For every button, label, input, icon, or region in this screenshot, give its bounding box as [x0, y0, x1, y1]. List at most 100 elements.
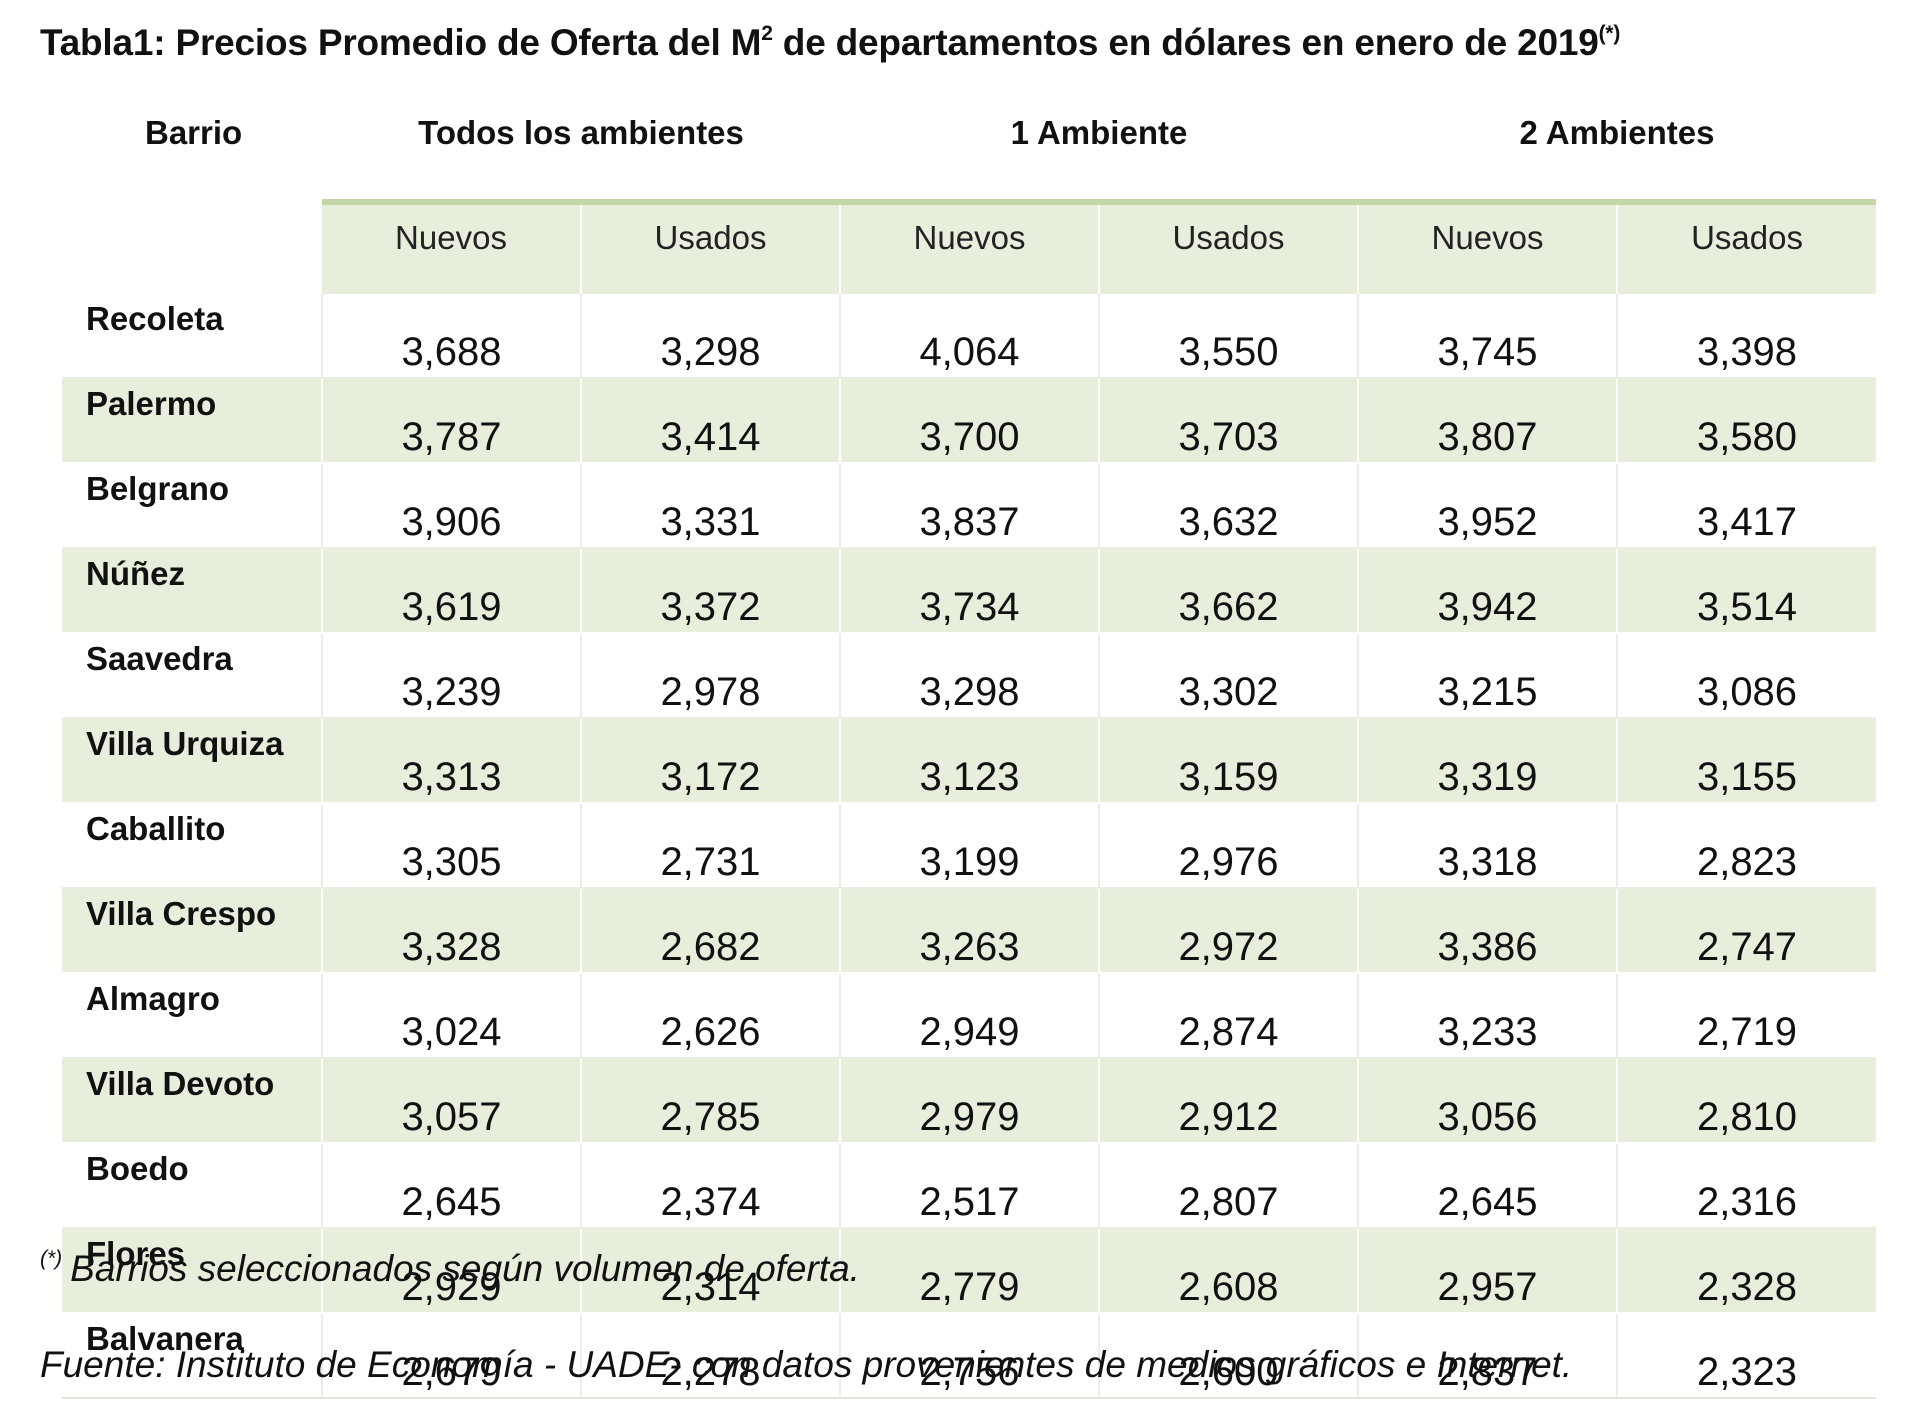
price-cell: 3,745 [1357, 294, 1617, 379]
price-cell: 2,957 [1357, 1228, 1617, 1314]
price-cell: 3,024 [321, 973, 581, 1059]
price-cell: 2,316 [1615, 1143, 1877, 1229]
price-table: Barrio Todos los ambientes 1 Ambiente 2 … [62, 100, 1877, 1399]
price-cell: 3,414 [580, 378, 840, 464]
price-cell: 3,086 [1615, 633, 1877, 719]
price-cell: 2,608 [1098, 1228, 1358, 1314]
barrio-cell: Villa Crespo [62, 888, 322, 974]
table-row: Núñez 3,619 3,372 3,734 3,662 3,942 3,514 [62, 548, 1877, 634]
subheader-blank [62, 202, 322, 294]
price-cell: 3,906 [321, 463, 581, 549]
price-cell: 3,319 [1357, 718, 1617, 804]
table-row: Almagro 3,024 2,626 2,949 2,874 3,233 2,719 [62, 973, 1877, 1059]
price-cell: 2,949 [839, 973, 1099, 1059]
barrio-cell: Saavedra [62, 633, 322, 719]
price-cell: 3,688 [321, 294, 581, 379]
table-row: Caballito 3,305 2,731 3,199 2,976 3,318 2,823 [62, 803, 1877, 889]
table-row: Villa Devoto 3,057 2,785 2,979 2,912 3,056 2,8… [62, 1058, 1877, 1144]
barrio-cell: Caballito [62, 803, 322, 889]
price-cell: 2,374 [580, 1143, 840, 1229]
barrio-cell: Flores [62, 1228, 322, 1314]
group-header-2-ambientes: 2 Ambientes [1519, 114, 1715, 151]
barrio-cell: Palermo [62, 378, 322, 464]
price-cell: 2,679 [321, 1313, 581, 1399]
price-cell: 3,302 [1098, 633, 1358, 719]
price-cell: 2,807 [1098, 1143, 1358, 1229]
table-title: Tabla1: Precios Promedio de Oferta del M… [40, 22, 1620, 64]
footnote-text: Barrios seleccionados según volumen de o… [70, 1248, 860, 1289]
table-row: Balvanera 2,679 2,278 2,756 2,600 2,837 2,323 [62, 1313, 1877, 1399]
price-cell: 3,215 [1357, 633, 1617, 719]
price-cell: 2,756 [839, 1313, 1099, 1399]
table-row: Palermo 3,787 3,414 3,700 3,703 3,807 3,580 [62, 378, 1877, 464]
price-cell: 3,386 [1357, 888, 1617, 974]
price-cell: 3,305 [321, 803, 581, 889]
price-cell: 3,619 [321, 548, 581, 634]
price-cell: 2,976 [1098, 803, 1358, 889]
price-cell: 3,580 [1615, 378, 1877, 464]
table-body: Recoleta 3,688 3,298 4,064 3,550 3,745 3,398 Pa… [62, 294, 1877, 1399]
barrio-cell: Núñez [62, 548, 322, 634]
price-cell: 2,823 [1615, 803, 1877, 889]
price-cell: 2,779 [839, 1228, 1099, 1314]
group-header-1-ambiente: 1 Ambiente [1010, 114, 1188, 151]
price-cell: 3,331 [580, 463, 840, 549]
price-cell: 2,278 [580, 1313, 840, 1399]
title-superscript: 2 [761, 21, 773, 45]
price-cell: 3,417 [1615, 463, 1877, 549]
price-cell: 2,837 [1357, 1313, 1617, 1399]
table-row: Belgrano 3,906 3,331 3,837 3,632 3,952 3,417 [62, 463, 1877, 549]
table-row: Villa Crespo 3,328 2,682 3,263 2,972 3,386 2,7… [62, 888, 1877, 974]
price-cell: 3,056 [1357, 1058, 1617, 1144]
table-row: Villa Urquiza 3,313 3,172 3,123 3,159 3,319 3,… [62, 718, 1877, 804]
table-row: Flores 2,929 2,314 2,779 2,608 2,957 2,328 [62, 1228, 1877, 1314]
subheader-usados: Usados [1098, 199, 1358, 294]
price-cell: 2,731 [580, 803, 840, 889]
price-cell: 2,972 [1098, 888, 1358, 974]
price-cell: 4,064 [839, 294, 1099, 379]
price-cell: 3,263 [839, 888, 1099, 974]
price-cell: 2,785 [580, 1058, 840, 1144]
price-cell: 2,626 [580, 973, 840, 1059]
price-cell: 3,662 [1098, 548, 1358, 634]
price-cell: 2,323 [1615, 1313, 1877, 1399]
barrio-cell: Boedo [62, 1143, 322, 1229]
barrio-cell: Belgrano [62, 463, 322, 549]
price-cell: 3,952 [1357, 463, 1617, 549]
table-row: Boedo 2,645 2,374 2,517 2,807 2,645 2,316 [62, 1143, 1877, 1229]
footnote: (*) Barrios seleccionados según volumen d… [40, 1247, 860, 1290]
price-cell: 3,700 [839, 378, 1099, 464]
source-note: Fuente: Instituto de Economía - UADE- co… [40, 1344, 1573, 1385]
barrio-cell: Villa Urquiza [62, 718, 322, 804]
price-cell: 3,155 [1615, 718, 1877, 804]
table-row: Saavedra 3,239 2,978 3,298 3,302 3,215 3,086 [62, 633, 1877, 719]
price-cell: 2,517 [839, 1143, 1099, 1229]
barrio-cell: Almagro [62, 973, 322, 1059]
price-cell: 2,979 [839, 1058, 1099, 1144]
price-cell: 3,298 [839, 633, 1099, 719]
title-footnote-mark: (*) [1598, 21, 1621, 45]
table-row: Recoleta 3,688 3,298 4,064 3,550 3,745 3,398 [62, 294, 1877, 379]
price-cell: 2,747 [1615, 888, 1877, 974]
price-cell: 3,514 [1615, 548, 1877, 634]
price-cell: 2,874 [1098, 973, 1358, 1059]
price-cell: 3,298 [580, 294, 840, 379]
barrio-header: Barrio [145, 114, 243, 151]
price-cell: 2,719 [1615, 973, 1877, 1059]
price-cell: 3,837 [839, 463, 1099, 549]
price-cell: 2,645 [1357, 1143, 1617, 1229]
price-cell: 3,123 [839, 718, 1099, 804]
barrio-cell: Recoleta [62, 294, 322, 379]
price-cell: 3,372 [580, 548, 840, 634]
price-cell: 2,328 [1615, 1228, 1877, 1314]
subheader-nuevos: Nuevos [1357, 199, 1617, 294]
subheader-nuevos: Nuevos [322, 199, 581, 294]
price-cell: 3,398 [1615, 294, 1877, 379]
price-cell: 3,787 [321, 378, 581, 464]
barrio-cell: Villa Devoto [62, 1058, 322, 1144]
footnote-mark: (*) [40, 1247, 63, 1270]
price-cell: 3,199 [839, 803, 1099, 889]
price-cell: 2,912 [1098, 1058, 1358, 1144]
group-header-todos: Todos los ambientes [418, 114, 744, 151]
price-cell: 2,929 [321, 1228, 581, 1314]
